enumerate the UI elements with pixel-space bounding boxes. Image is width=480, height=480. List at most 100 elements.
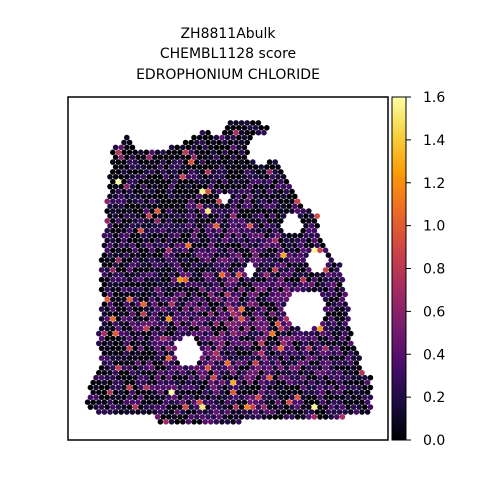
spot-point (314, 213, 321, 219)
spot-point (166, 149, 172, 156)
spot-point (126, 286, 133, 293)
spot-point (132, 306, 138, 312)
spot-point (227, 394, 234, 401)
spot-point (266, 227, 273, 234)
spot-point (224, 262, 231, 268)
spot-point (210, 365, 217, 371)
spot-point (292, 330, 298, 337)
spot-point (266, 237, 273, 244)
spot-point (194, 198, 200, 205)
spot-point (280, 203, 287, 209)
spot-point (157, 193, 164, 200)
spot-point (292, 340, 298, 347)
spot-point (143, 286, 150, 293)
spot-point (317, 384, 323, 391)
spot-point (124, 330, 130, 337)
spot-point (152, 301, 158, 308)
spot-point (188, 286, 194, 293)
spot-point (236, 370, 242, 376)
spot-point (118, 154, 124, 160)
spot-point (194, 149, 200, 156)
spot-point (188, 178, 194, 185)
spot-point (336, 379, 343, 386)
spot-point (160, 316, 166, 322)
spot-point (286, 262, 293, 268)
spot-point (168, 360, 175, 366)
spot-point (188, 365, 194, 371)
spot-point (241, 262, 248, 268)
spot-point (244, 365, 250, 371)
spot-point (199, 414, 206, 420)
spot-point (269, 409, 276, 415)
spot-point (135, 379, 141, 386)
spot-point (230, 311, 236, 317)
spot-point (196, 252, 203, 258)
spot-point (241, 242, 248, 249)
spot-point (202, 399, 208, 406)
spot-point (261, 286, 267, 293)
spot-point (286, 272, 293, 278)
spot-point (205, 394, 211, 401)
spot-point (174, 183, 180, 190)
spot-point (152, 389, 158, 396)
spot-point (174, 164, 180, 170)
spot-point (286, 281, 293, 288)
spot-point (140, 262, 147, 268)
spot-point (177, 218, 183, 224)
spot-point (255, 345, 262, 352)
spot-point (275, 409, 281, 415)
spot-point (292, 193, 298, 200)
spot-point (241, 360, 248, 366)
spot-point (283, 325, 290, 332)
spot-point (208, 262, 214, 268)
spot-point (163, 232, 169, 239)
spot-point (143, 306, 150, 312)
spot-point (331, 281, 337, 288)
spot-point (300, 276, 307, 283)
spot-point (233, 355, 239, 361)
spot-point (224, 311, 231, 317)
spot-point (255, 414, 262, 420)
spot-point (311, 276, 318, 283)
spot-point (177, 325, 183, 332)
spot-point (171, 355, 178, 361)
spot-point (174, 389, 180, 396)
spot-point (121, 296, 127, 303)
spot-point (336, 389, 343, 396)
spot-point (342, 311, 349, 317)
spot-point (124, 389, 130, 396)
spot-point (191, 379, 197, 386)
spot-point (115, 198, 122, 205)
spot-point (280, 340, 287, 347)
chart-title: ZH8811Abulk CHEMBL1128 score EDROPHONIUM… (136, 26, 320, 83)
spot-point (154, 286, 161, 293)
spot-point (314, 409, 321, 415)
spot-point (303, 350, 309, 357)
spot-point (241, 321, 248, 327)
spot-point (308, 340, 315, 347)
spot-point (121, 286, 127, 293)
spot-point (199, 257, 206, 263)
spot-point (269, 330, 276, 337)
spot-point (174, 144, 180, 151)
spot-point (194, 414, 200, 420)
spot-point (244, 120, 250, 126)
spot-point (224, 134, 231, 141)
spot-point (205, 296, 211, 303)
spot-point (297, 262, 304, 268)
spot-point (275, 370, 281, 376)
spot-point (135, 291, 141, 298)
spot-point (227, 237, 234, 244)
spot-point (353, 409, 360, 415)
spot-point (171, 384, 178, 391)
spot-point (289, 345, 295, 352)
spot-point (180, 379, 186, 386)
spot-point (322, 365, 329, 371)
spot-point (236, 399, 242, 406)
spot-point (126, 218, 133, 224)
spot-point (264, 213, 270, 219)
spot-point (180, 262, 186, 268)
spot-point (168, 291, 175, 298)
spot-point (303, 232, 309, 239)
spot-point (261, 355, 267, 361)
